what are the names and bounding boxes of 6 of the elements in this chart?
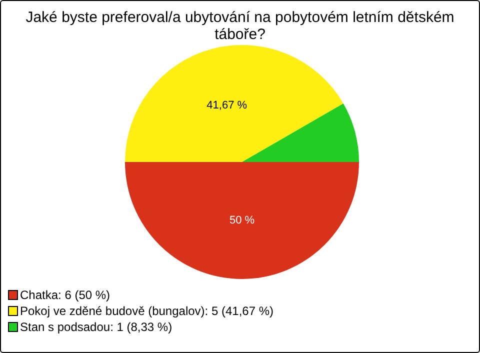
legend-label: Stan s podsadou: 1 (8,33 %) <box>20 319 172 335</box>
legend-label: Pokoj ve zděné budově (bungalov): 5 (41,67 %) <box>20 303 274 319</box>
data-label: 50 % <box>229 214 255 227</box>
chart-title: Jaké byste preferoval/a ubytování na pobytovém letním dětském táboře? <box>24 9 456 43</box>
legend-label: Chatka: 6 (50 %) <box>20 287 110 303</box>
data-label: 41,67 % <box>206 100 248 112</box>
